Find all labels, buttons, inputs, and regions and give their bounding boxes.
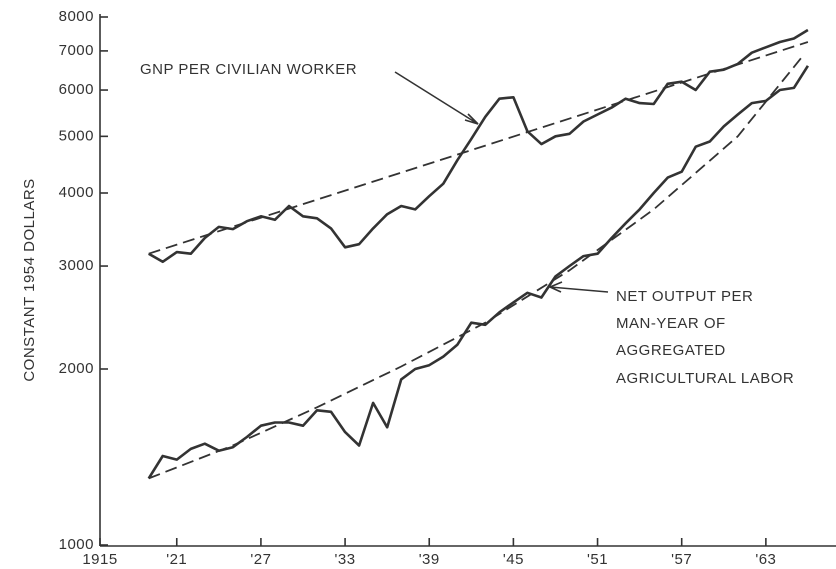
y-tick-label: 2000 [59, 360, 94, 377]
annotation: AGRICULTURAL LABOR [616, 370, 794, 387]
y-tick-label: 6000 [59, 81, 94, 98]
y-tick-label: 7000 [59, 42, 94, 59]
y-tick-label: 1000 [59, 536, 94, 553]
annotation: AGGREGATED [616, 342, 726, 359]
y-tick-label: 8000 [59, 8, 94, 25]
y-tick-label: 4000 [59, 184, 94, 201]
x-tick-label: '27 [250, 551, 271, 568]
x-tick-label: '51 [587, 551, 608, 568]
annotation: NET OUTPUT PER [616, 288, 753, 305]
y-tick-label: 3000 [59, 257, 94, 274]
x-tick-label: '39 [419, 551, 440, 568]
data-line [147, 65, 809, 480]
y-tick-label: 5000 [59, 127, 94, 144]
y-axis-label: CONSTANT 1954 DOLLARS [21, 178, 38, 381]
x-tick-label: '57 [671, 551, 692, 568]
trend-line [148, 57, 802, 480]
annotation: GNP PER CIVILIAN WORKER [140, 61, 357, 78]
data-line [148, 28, 809, 264]
x-tick-label: '21 [166, 551, 187, 568]
x-tick-label: '33 [335, 551, 356, 568]
x-tick-label: 1915 [82, 551, 117, 568]
x-tick-label: '45 [503, 551, 524, 568]
annotation: MAN-YEAR OF [616, 315, 726, 332]
annotation-arrow [394, 71, 479, 125]
x-tick-label: '63 [755, 551, 776, 568]
annotation-arrow [547, 281, 609, 293]
trend-line [148, 41, 809, 255]
